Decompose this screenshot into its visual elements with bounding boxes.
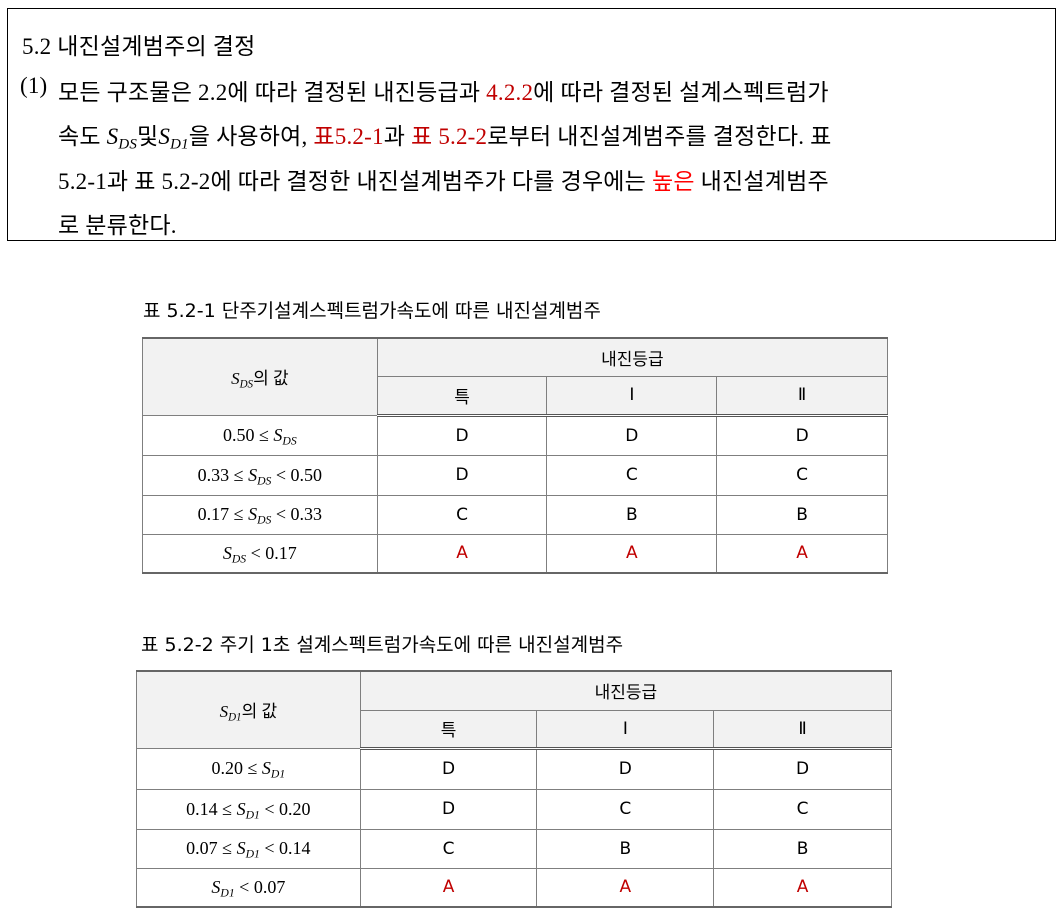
section-heading: 5.2 내진설계범주의 결정: [22, 34, 256, 59]
grade-column-header: Ⅰ: [536, 709, 715, 750]
row-label: 0.20 ≤ SD1: [136, 747, 361, 790]
symbol: SD1: [261, 758, 286, 781]
group-header: 내진등급: [376, 337, 889, 377]
category-cell: D: [376, 454, 548, 496]
text-segment: 과: [383, 124, 412, 149]
row-label: 0.17 ≤ SDS < 0.33: [142, 494, 378, 535]
text-segment: 을 사용하여,: [188, 124, 314, 149]
category-cell: D: [376, 414, 548, 456]
row-label: SD1 < 0.07: [136, 867, 361, 908]
seismic-table-sd1: SD1의 값 내진등급 특 Ⅰ Ⅱ 0.20 ≤ SD1 D D D 0.14 ≤ SD1 < 0…: [136, 670, 893, 908]
value-column-header: SD1의 값: [136, 670, 361, 749]
category-cell: D: [359, 747, 538, 790]
item-number: (1): [20, 73, 48, 98]
symbol: SDS: [248, 504, 272, 527]
table-row: SD1 < 0.07 A A A: [136, 867, 892, 908]
row-label: 0.07 ≤ SD1 < 0.14: [136, 828, 361, 869]
text-segment: 로 분류한다.: [58, 213, 177, 238]
category-cell: B: [716, 494, 888, 535]
grade-column-header: Ⅰ: [546, 375, 718, 417]
category-cell: C: [536, 788, 715, 830]
symbol: SDS: [273, 424, 297, 447]
text-segment: 에 따라 결정된 설계스펙트럼가: [533, 80, 829, 105]
symbol: SD1: [236, 798, 260, 821]
table-row: SDS < 0.17 A A A: [142, 533, 888, 574]
symbol: SD1: [158, 124, 189, 153]
text-segment: 로부터 내진설계범주를 결정한다. 표: [487, 124, 832, 149]
category-cell: B: [546, 494, 718, 535]
grade-column-header: 특: [376, 375, 548, 417]
category-cell: A: [359, 867, 538, 908]
category-cell: C: [376, 494, 548, 535]
category-cell: A: [716, 533, 888, 574]
category-cell: A: [713, 867, 892, 908]
category-cell: D: [359, 788, 538, 830]
reference-text: 높은: [651, 169, 695, 194]
symbol: SDS: [222, 542, 247, 566]
text-segment: 내진설계범주: [694, 169, 829, 194]
row-label: SDS < 0.17: [142, 533, 378, 574]
category-cell: C: [716, 454, 888, 496]
symbol: SDS: [248, 464, 272, 487]
reference-text: 4.2.2: [486, 80, 534, 105]
symbol: SD1: [211, 876, 235, 900]
category-cell: D: [713, 747, 892, 790]
grade-column-header: 특: [359, 709, 538, 750]
category-cell: C: [359, 828, 538, 869]
value-column-header: SDS의 값: [142, 337, 378, 416]
table-row: 0.20 ≤ SD1 D D D: [136, 747, 892, 790]
table-caption: 표 5.2-1 단주기설계스펙트럼가속도에 따른 내진설계범주: [143, 300, 601, 322]
grade-column-header: Ⅱ: [713, 709, 892, 750]
category-cell: B: [536, 828, 715, 869]
symbol: SDS: [231, 369, 254, 391]
table-row: 0.07 ≤ SD1 < 0.14 C B B: [136, 828, 892, 869]
table-caption: 표 5.2-2 주기 1초 설계스펙트럼가속도에 따른 내진설계범주: [141, 634, 624, 656]
category-cell: C: [546, 454, 718, 496]
row-label: 0.33 ≤ SDS < 0.50: [142, 454, 378, 496]
category-cell: C: [713, 788, 892, 830]
row-label: 0.50 ≤ SDS: [142, 414, 378, 456]
table-row: 0.50 ≤ SDS D D D: [142, 414, 888, 456]
symbol: SDS: [106, 124, 138, 153]
paragraph-line: 속도 SDS및SD1을 사용하여, 표5.2-1과 표 5.2-2로부터 내진설…: [58, 117, 832, 153]
paragraph-line: 모든 구조물은 2.2에 따라 결정된 내진등급과 4.2.2에 따라 결정된 …: [58, 73, 829, 107]
symbol: SD1: [219, 702, 242, 724]
text-segment: 5.2-1과 표 5.2-2에 따라 결정한 내진설계범주가 다를 경우에는: [58, 169, 652, 194]
row-label: 0.14 ≤ SD1 < 0.20: [136, 788, 361, 830]
text-segment: 속도: [58, 124, 107, 149]
category-cell: B: [713, 828, 892, 869]
grade-column-header: Ⅱ: [716, 375, 888, 417]
section-box: 5.2 내진설계범주의 결정 (1) 모든 구조물은 2.2에 따라 결정된 내…: [7, 8, 1056, 241]
category-cell: D: [536, 747, 715, 790]
category-cell: D: [546, 414, 718, 456]
table-row: 0.17 ≤ SDS < 0.33 C B B: [142, 494, 888, 535]
category-cell: A: [376, 533, 548, 574]
reference-text: 표5.2-1: [313, 124, 384, 149]
text-segment: 모든 구조물은 2.2에 따라 결정된 내진등급과: [58, 80, 487, 105]
table-row: 0.33 ≤ SDS < 0.50 D C C: [142, 454, 888, 496]
category-cell: A: [546, 533, 718, 574]
category-cell: D: [716, 414, 888, 456]
symbol: SD1: [236, 838, 260, 861]
text-segment: 및: [137, 124, 159, 149]
category-cell: A: [536, 867, 715, 908]
table-row: 0.14 ≤ SD1 < 0.20 D C C: [136, 788, 892, 830]
paragraph-line: 로 분류한다.: [58, 206, 177, 240]
group-header: 내진등급: [359, 670, 893, 711]
paragraph-line: 5.2-1과 표 5.2-2에 따라 결정한 내진설계범주가 다를 경우에는 높…: [58, 162, 829, 196]
seismic-table-sds: SDS의 값 내진등급 특 Ⅰ Ⅱ 0.50 ≤ SDS D D D 0.33 ≤ SDS < 0…: [142, 337, 889, 574]
reference-text: 표 5.2-2: [411, 124, 488, 149]
